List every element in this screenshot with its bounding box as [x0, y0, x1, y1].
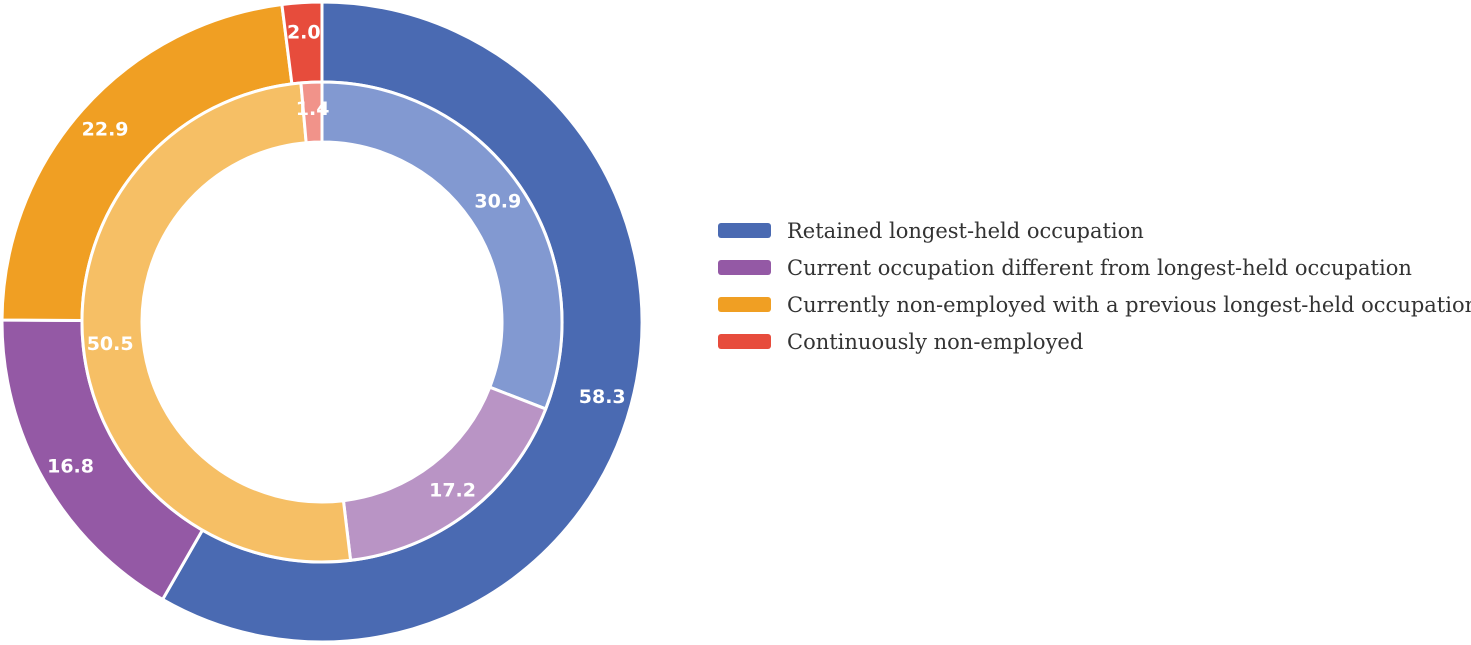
legend-swatch: [718, 334, 771, 349]
legend-item: Currently non-employed with a previous l…: [718, 286, 1471, 323]
legend-label: Current occupation different from longes…: [787, 255, 1412, 280]
inner-slice-4: [299, 80, 324, 145]
outer-slice-label-2: 16.8: [47, 455, 94, 477]
legend-item: Retained longest-held occupation: [718, 212, 1471, 249]
outer-slice-label-4: 2.0: [287, 22, 321, 44]
inner-ring: [80, 80, 564, 564]
legend-label: Retained longest-held occupation: [787, 218, 1144, 243]
legend-label: Currently non-employed with a previous l…: [787, 292, 1471, 317]
legend: Retained longest-held occupation Current …: [718, 212, 1471, 360]
legend-swatch: [718, 297, 771, 312]
legend-label: Continuously non-employed: [787, 329, 1084, 354]
inner-slice-1: [320, 80, 564, 411]
inner-slice-label-3: 50.5: [87, 333, 134, 355]
outer-slice-label-3: 22.9: [82, 119, 129, 141]
legend-item: Current occupation different from longes…: [718, 249, 1471, 286]
inner-slice-label-2: 17.2: [429, 479, 476, 501]
inner-slice-3: [80, 81, 353, 564]
outer-slice-label-1: 58.3: [579, 386, 626, 408]
donut-chart: 58.3 16.8 22.9 2.0 30.9 17.2 50.5 1.4: [0, 0, 644, 644]
inner-slice-label-1: 30.9: [474, 191, 521, 213]
slice-labels: 58.3 16.8 22.9 2.0 30.9 17.2 50.5 1.4: [47, 22, 626, 502]
legend-item: Continuously non-employed: [718, 323, 1471, 360]
legend-swatch: [718, 223, 771, 238]
legend-swatch: [718, 260, 771, 275]
inner-slice-label-4: 1.4: [296, 98, 330, 120]
